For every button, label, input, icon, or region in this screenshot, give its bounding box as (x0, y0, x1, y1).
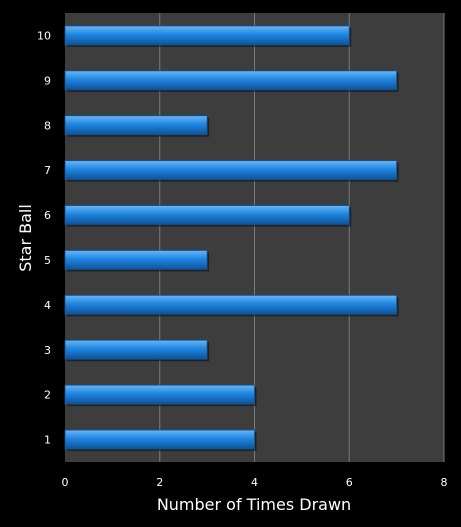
y-tick-label-1: 1 (44, 434, 51, 447)
y-tick-labels: 1 2 3 4 5 6 7 8 9 10 (37, 29, 51, 446)
y-tick-label-4: 4 (44, 299, 51, 312)
bar-3 (64, 339, 208, 360)
bar-8 (64, 115, 208, 136)
x-tick-label-6: 6 (346, 476, 353, 489)
y-tick-label-8: 8 (44, 119, 51, 132)
bar-10 (64, 25, 350, 46)
y-tick-label-10: 10 (37, 29, 51, 42)
y-tick-label-6: 6 (44, 209, 51, 222)
y-tick-label-3: 3 (44, 344, 51, 357)
bar-2 (64, 384, 255, 405)
y-axis-title: Star Ball (16, 204, 35, 272)
x-axis-title: Number of Times Drawn (157, 495, 351, 514)
x-tick-labels: 0 2 4 6 8 (62, 476, 448, 489)
x-tick-label-2: 2 (156, 476, 163, 489)
x-tick-label-4: 4 (251, 476, 258, 489)
x-tick-label-8: 8 (441, 476, 448, 489)
bar-6 (64, 205, 350, 225)
x-tick-label-0: 0 (62, 476, 69, 489)
bar-4 (64, 294, 398, 315)
bars (64, 25, 399, 452)
y-tick-label-2: 2 (44, 389, 51, 402)
y-tick-label-5: 5 (44, 254, 51, 267)
bar-1 (64, 429, 255, 450)
bar-9 (64, 70, 398, 91)
y-tick-label-7: 7 (44, 164, 51, 177)
y-tick-label-9: 9 (44, 74, 51, 87)
bar-7 (64, 160, 398, 181)
bar-5 (64, 250, 208, 270)
